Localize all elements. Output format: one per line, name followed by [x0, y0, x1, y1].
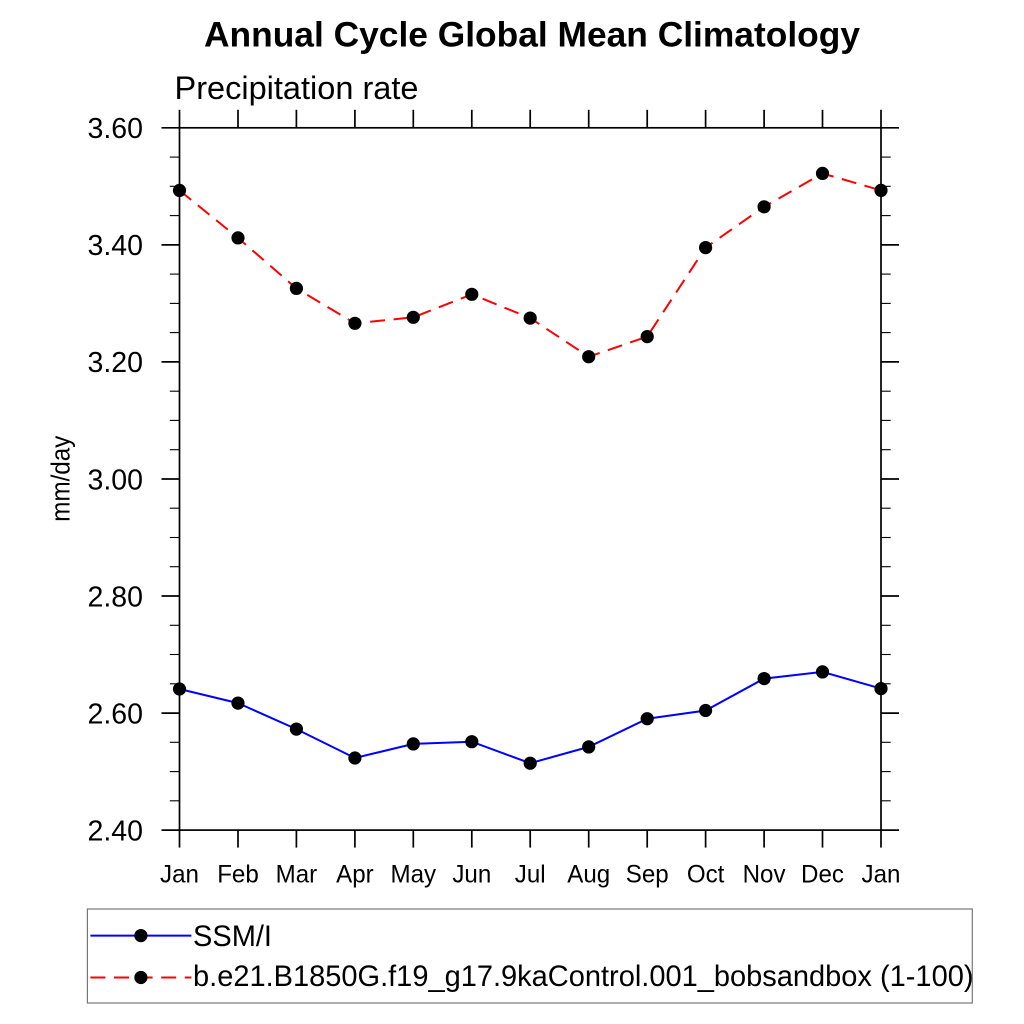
svg-text:3.60: 3.60 [88, 113, 144, 145]
svg-text:Jul: Jul [515, 861, 546, 889]
svg-text:3.20: 3.20 [88, 347, 144, 379]
svg-text:3.40: 3.40 [88, 230, 144, 262]
svg-text:Feb: Feb [217, 861, 259, 889]
svg-text:Nov: Nov [743, 861, 786, 889]
svg-text:2.80: 2.80 [88, 581, 144, 613]
svg-text:2.40: 2.40 [88, 815, 144, 847]
svg-text:May: May [391, 861, 437, 889]
svg-text:SSM/I: SSM/I [193, 920, 272, 953]
svg-text:Jun: Jun [452, 861, 491, 889]
svg-text:Apr: Apr [336, 861, 374, 889]
svg-text:Oct: Oct [687, 861, 725, 889]
svg-text:2.60: 2.60 [88, 698, 144, 730]
svg-text:Sep: Sep [626, 861, 669, 889]
svg-text:mm/day: mm/day [48, 435, 76, 521]
svg-text:3.00: 3.00 [88, 464, 144, 496]
svg-text:Dec: Dec [801, 861, 844, 889]
svg-text:Jan: Jan [862, 861, 901, 889]
svg-text:Annual Cycle Global Mean Clima: Annual Cycle Global Mean Climatology [204, 15, 860, 55]
svg-text:Jan: Jan [160, 861, 199, 889]
svg-text:Precipitation rate: Precipitation rate [175, 69, 419, 106]
svg-text:Aug: Aug [567, 861, 610, 889]
svg-text:Mar: Mar [276, 861, 318, 889]
svg-text:b.e21.B1850G.f19_g17.9kaContro: b.e21.B1850G.f19_g17.9kaControl.001_bobs… [193, 960, 974, 993]
